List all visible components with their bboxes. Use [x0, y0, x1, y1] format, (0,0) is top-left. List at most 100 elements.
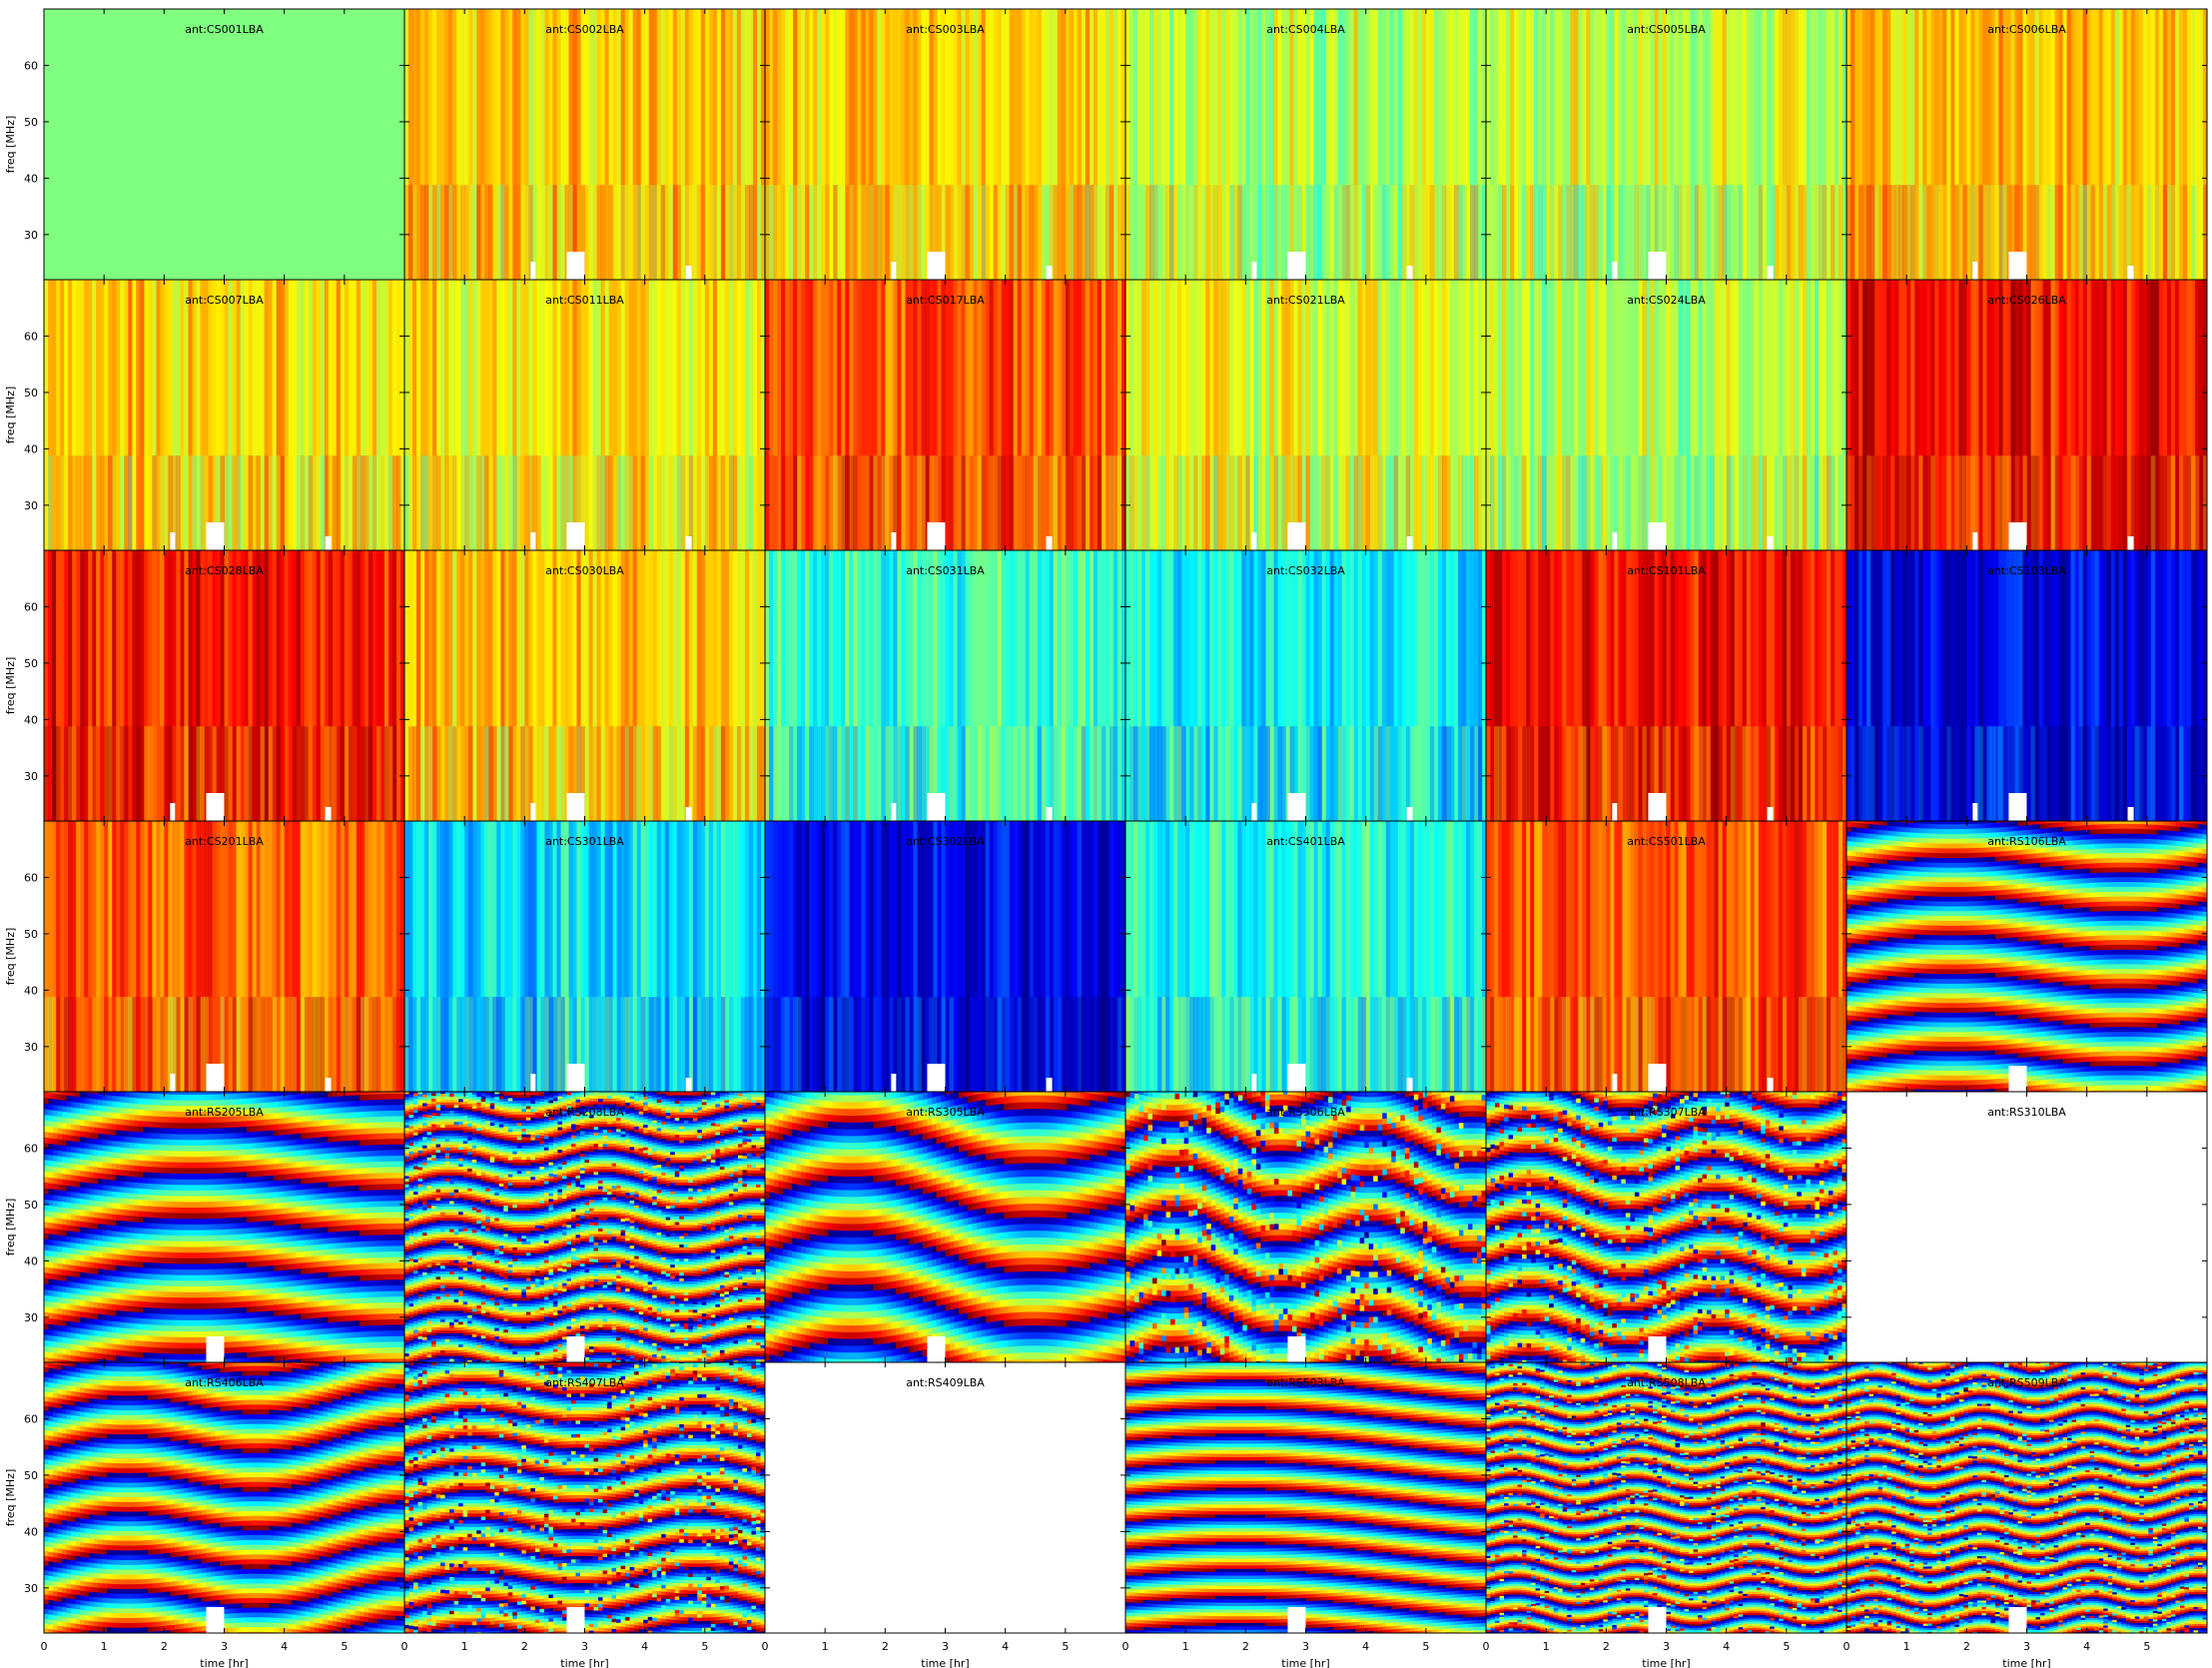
stripe-low [1486, 726, 1491, 821]
stripe-low [1751, 726, 1756, 821]
stripe-low [1090, 185, 1095, 280]
stripe-low [2027, 455, 2032, 550]
stripe-low [966, 726, 971, 821]
stripe-low [1922, 455, 1927, 550]
stripe-low [585, 997, 590, 1092]
stripe-low [1225, 726, 1230, 821]
stripe-low [484, 455, 489, 550]
stripe-low [1703, 455, 1708, 550]
stripe-low [64, 726, 69, 821]
stripe-low [1474, 997, 1479, 1092]
stripe-low [64, 997, 69, 1092]
fringe-cell [1860, 910, 1865, 915]
stripe-low [1703, 185, 1708, 280]
stripe-low [1314, 455, 1319, 550]
stripe-low [829, 997, 834, 1092]
stripe-low [1835, 726, 1840, 821]
stripe-low [950, 997, 955, 1092]
stripe-low [1205, 185, 1210, 280]
stripe-low [48, 726, 53, 821]
stripe-low [661, 997, 666, 1092]
fringe-cell [1846, 953, 1851, 958]
stripe-low [697, 997, 702, 1092]
fringe-cell [1860, 848, 1865, 853]
stripe-low [1078, 455, 1083, 550]
stripe-low [1002, 997, 1007, 1092]
stripe-low [68, 455, 73, 550]
stripe-low [1245, 726, 1250, 821]
stripe-low [1398, 997, 1403, 1092]
fringe-cell [1855, 929, 1860, 934]
fringe-cell [1846, 972, 1851, 977]
stripe-low [1026, 185, 1031, 280]
fringe-cell [1869, 844, 1874, 849]
stripe-low [1683, 726, 1688, 821]
stripe-low [1129, 726, 1134, 821]
stripe-low [1566, 997, 1571, 1092]
fringe-cell [1864, 1075, 1869, 1080]
fringe-cell [1851, 914, 1856, 919]
stripe-low [1462, 455, 1467, 550]
fringe-cell [1855, 1070, 1860, 1075]
stripe-low [560, 455, 565, 550]
flag-patch [927, 793, 945, 821]
stripe-low [80, 997, 85, 1092]
fringe-cell [1855, 1079, 1860, 1084]
stripe-low [609, 726, 614, 821]
stripe-low [92, 997, 97, 1092]
stripe-low [1245, 455, 1250, 550]
stripe-low [909, 185, 914, 280]
fringe-cell [1864, 950, 1869, 955]
stripe-low [1723, 455, 1728, 550]
stripe-low [1398, 726, 1403, 821]
stripe-low [108, 455, 113, 550]
flag-patch [1612, 1074, 1617, 1092]
stripe-low [1442, 997, 1447, 1092]
stripe-low [1050, 997, 1055, 1092]
stripe-low [1018, 455, 1023, 550]
stripe-low [1438, 997, 1443, 1092]
stripe-low [1998, 455, 2003, 550]
stripe-low [1221, 997, 1226, 1092]
stripe-low [257, 997, 262, 1092]
stripe-low [1117, 455, 1122, 550]
fringe-cell [1864, 853, 1869, 858]
flag-patch [206, 1064, 224, 1092]
stripe-low [1213, 455, 1218, 550]
stripe-low [361, 997, 366, 1092]
fringe-cell [1864, 896, 1869, 901]
stripe-low [877, 997, 882, 1092]
stripe-low [132, 726, 137, 821]
stripe-low [508, 997, 513, 1092]
stripe-low [1723, 997, 1728, 1092]
stripe-low [825, 185, 830, 280]
stripe-low [144, 997, 149, 1092]
stripe-low [2179, 455, 2184, 550]
stripe-low [1954, 726, 1959, 821]
fringe-cell [1846, 827, 1851, 832]
stripe-low [500, 726, 505, 821]
stripe-low [1346, 997, 1351, 1092]
stripe-low [440, 997, 445, 1092]
panel: ant:CS030LBA [404, 550, 766, 821]
stripe-low [1922, 185, 1927, 280]
stripe-low [1675, 455, 1680, 550]
stripe-low [1715, 726, 1720, 821]
fringe-cell [1860, 852, 1865, 857]
stripe-low [1807, 997, 1812, 1092]
stripe-low [1882, 455, 1887, 550]
stripe-low [1366, 455, 1371, 550]
stripe-low [241, 997, 246, 1092]
fringe-cell [1860, 944, 1865, 949]
stripe-low [817, 726, 822, 821]
stripe-low [476, 455, 481, 550]
stripe-low [1783, 997, 1788, 1092]
stripe-low [1618, 726, 1623, 821]
stripe-low [645, 997, 650, 1092]
stripe-low [785, 997, 790, 1092]
stripe-low [1866, 726, 1871, 821]
stripe-low [1362, 185, 1367, 280]
fringe-cell [1860, 1036, 1865, 1041]
stripe-low [2047, 455, 2052, 550]
stripe-low [601, 997, 606, 1092]
